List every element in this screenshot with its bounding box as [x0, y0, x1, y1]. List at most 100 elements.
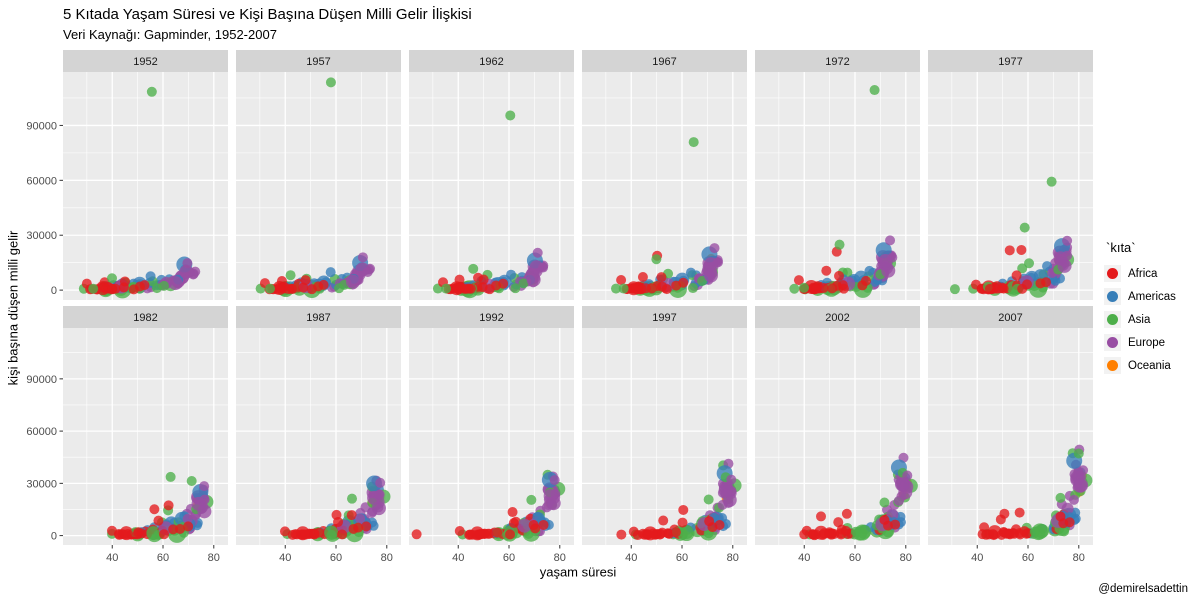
facet-strip — [582, 306, 747, 328]
data-point — [411, 529, 422, 540]
facet-strip-label: 2002 — [825, 312, 849, 324]
data-point — [841, 508, 852, 519]
data-point — [532, 511, 543, 522]
data-point — [186, 475, 197, 486]
data-point — [869, 85, 880, 96]
x-tick-label: 60 — [330, 552, 342, 564]
points-1962 — [432, 110, 549, 299]
data-point — [163, 500, 174, 511]
x-axis-label: yaşam süresi — [539, 564, 617, 580]
facet-strip — [928, 306, 1093, 328]
oceania-color-dot-icon — [1107, 360, 1118, 371]
facet-strip-label: 1962 — [479, 56, 503, 68]
facet-strip-label: 1957 — [306, 56, 330, 68]
facet-strip-label: 1972 — [825, 56, 849, 68]
data-point — [827, 283, 838, 294]
points-1972 — [789, 85, 898, 298]
data-point — [834, 270, 845, 281]
data-point — [878, 254, 893, 269]
facet-1957: 1957 — [236, 50, 401, 300]
facet-1997: 1997 40 60 80 — [582, 306, 747, 564]
data-point — [151, 283, 162, 294]
data-point — [1068, 494, 1079, 505]
facet-strip-label: 1987 — [306, 312, 330, 324]
asia-color-dot-icon — [1107, 314, 1118, 325]
gridlines — [582, 328, 747, 545]
facet-strip — [928, 50, 1093, 72]
data-point — [821, 265, 832, 276]
data-point — [1055, 492, 1066, 503]
data-point — [199, 481, 210, 492]
data-point — [290, 529, 301, 540]
data-point — [1062, 235, 1073, 246]
data-point — [893, 495, 904, 506]
data-point — [636, 284, 647, 295]
data-point — [714, 520, 725, 531]
data-point — [875, 242, 892, 259]
data-point — [353, 522, 364, 533]
data-point — [646, 283, 657, 294]
legend-label: Africa — [1128, 267, 1158, 280]
legend-item-americas: Americas — [1104, 288, 1176, 305]
data-point — [549, 475, 560, 486]
facet-1967: 1967 — [582, 50, 747, 300]
facet-1992: 1992 40 60 80 — [409, 306, 574, 564]
europe-color-dot-icon — [1107, 337, 1118, 348]
data-point — [146, 86, 157, 97]
data-point — [538, 519, 549, 530]
data-point — [726, 474, 737, 485]
data-point — [88, 283, 99, 294]
legend-key — [1104, 357, 1121, 374]
x-tick-label: 80 — [554, 552, 566, 564]
points-1997 — [616, 458, 742, 542]
legend-label: Americas — [1128, 290, 1176, 303]
y-tick-label: 60000 — [26, 426, 57, 438]
legend-label: Europe — [1128, 336, 1166, 349]
data-point — [361, 521, 372, 532]
facet-strip — [63, 306, 228, 328]
data-point — [265, 283, 276, 294]
x-tick-label: 80 — [208, 552, 220, 564]
y-tick-label: 30000 — [26, 478, 57, 490]
x-tick-label: 40 — [971, 552, 983, 564]
points-2007 — [977, 444, 1093, 541]
data-point — [1073, 448, 1084, 459]
data-point — [355, 262, 370, 277]
data-point — [656, 272, 667, 283]
data-point — [860, 275, 871, 286]
data-point — [637, 271, 648, 282]
data-point — [357, 252, 368, 263]
facet-strip-label: 1982 — [133, 312, 157, 324]
data-point — [284, 284, 295, 295]
data-point — [107, 284, 118, 295]
data-point — [1024, 258, 1035, 269]
data-point — [1017, 263, 1028, 274]
x-tick-label: 40 — [279, 552, 291, 564]
data-point — [347, 493, 358, 504]
data-point — [1041, 277, 1052, 288]
y-axis-label: kişi başına düşen milli gelir — [5, 230, 21, 386]
data-point — [318, 279, 329, 290]
gridlines — [409, 72, 574, 300]
data-point — [191, 496, 206, 511]
x-tick-label: 40 — [798, 552, 810, 564]
data-point — [1019, 526, 1030, 537]
data-point — [532, 247, 543, 258]
data-point — [793, 275, 804, 286]
data-point — [526, 494, 537, 505]
x-tick-label: 40 — [106, 552, 118, 564]
facet-1952: 1952 0 30000 60000 90000 — [26, 50, 228, 300]
facet-strip-label: 2007 — [998, 312, 1022, 324]
data-point — [618, 283, 629, 294]
legend-label: Asia — [1128, 313, 1151, 326]
data-point — [133, 527, 144, 538]
data-point — [334, 283, 345, 294]
data-point — [834, 239, 845, 250]
points-1992 — [411, 469, 566, 542]
data-point — [987, 529, 998, 540]
data-point — [850, 526, 861, 537]
data-point — [314, 527, 325, 538]
data-point — [1011, 270, 1022, 281]
points-1952 — [78, 86, 201, 299]
data-point — [510, 283, 521, 294]
